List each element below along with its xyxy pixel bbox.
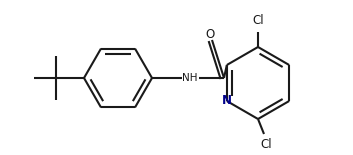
Text: Cl: Cl [252,15,264,27]
Text: NH: NH [182,73,198,83]
Text: Cl: Cl [260,139,272,151]
Text: O: O [205,28,215,41]
Text: N: N [222,95,232,108]
